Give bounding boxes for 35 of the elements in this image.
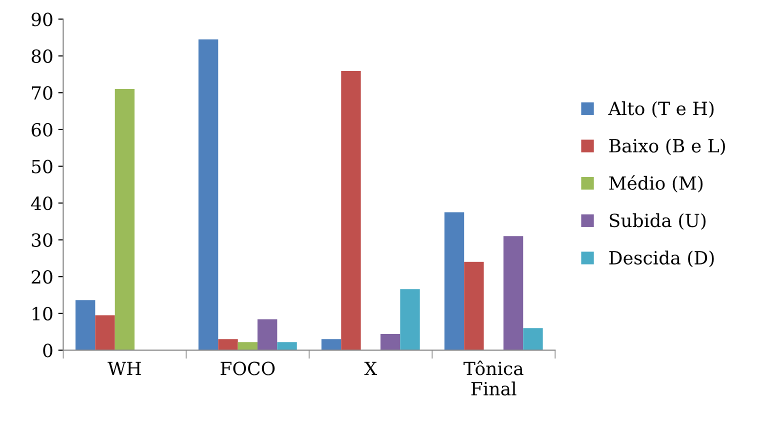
legend-label: Descida (D) <box>609 250 714 268</box>
legend-label: Baixo (B e L) <box>609 138 725 156</box>
bar <box>444 212 464 350</box>
y-tick-label: 70 <box>32 86 52 100</box>
bar <box>76 300 96 350</box>
bar <box>341 70 361 350</box>
bar <box>464 262 484 350</box>
bar <box>400 289 420 350</box>
legend-label: Médio (M) <box>609 175 703 192</box>
x-tick-label: FOCO <box>220 362 275 376</box>
y-tick-label: 90 <box>32 12 52 26</box>
bar <box>95 315 115 350</box>
y-tick-label: 10 <box>32 306 52 321</box>
bar <box>277 342 297 350</box>
bar <box>503 236 524 350</box>
y-tick-label: 0 <box>43 344 52 358</box>
bar <box>321 339 342 350</box>
x-tick-label: Tônica Final <box>464 360 524 396</box>
x-tick-label: X <box>364 362 377 376</box>
bar <box>218 339 238 350</box>
bar <box>198 39 218 350</box>
bar <box>238 342 258 350</box>
legend-label: Subida (U) <box>610 213 706 230</box>
y-tick-label: 30 <box>32 233 52 247</box>
bar <box>380 334 400 350</box>
bar <box>523 328 543 350</box>
y-tick-label: 40 <box>31 196 52 210</box>
y-tick-label: 50 <box>32 160 52 174</box>
y-tick-label: 60 <box>32 122 52 137</box>
y-tick-label: 20 <box>32 270 52 284</box>
legend-label: Alto (T e H) <box>608 101 714 118</box>
bar <box>258 319 278 350</box>
y-tick-label: 80 <box>32 49 52 64</box>
x-tick-label: WH <box>108 362 141 376</box>
bar <box>114 89 135 350</box>
